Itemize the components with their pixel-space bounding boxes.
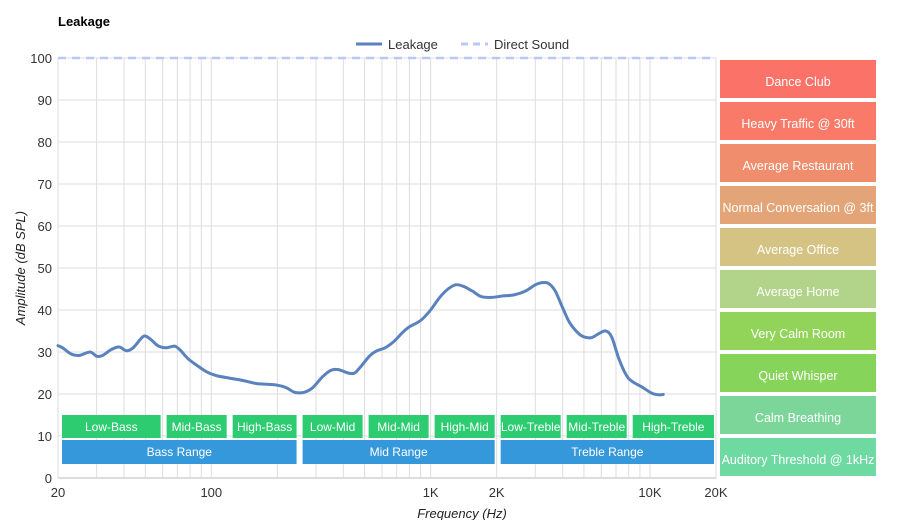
reference-label-heavy-traffic-30ft: Heavy Traffic @ 30ft — [741, 117, 855, 131]
reference-label-normal-conversation-3ft: Normal Conversation @ 3ft — [723, 201, 874, 215]
band-low-treble — [500, 415, 561, 438]
band-mid-mid — [368, 415, 429, 438]
reference-levels: Dance Club Heavy Traffic @ 30ft Average Re… — [720, 60, 876, 476]
reference-label-calm-breathing: Calm Breathing — [755, 411, 841, 425]
y-tick-label: 10 — [38, 429, 52, 444]
reference-label-very-calm-room: Very Calm Room — [751, 327, 845, 341]
x-tick-label: 10K — [638, 485, 661, 500]
y-tick-label: 30 — [38, 345, 52, 360]
reference-normal-conversation-3ft — [720, 186, 876, 224]
band-low-mid — [302, 415, 363, 438]
band-label-mid-treble: Mid-Treble — [568, 420, 625, 434]
band-label-low-mid: Low-Mid — [310, 420, 355, 434]
reference-heavy-traffic-30ft — [720, 102, 876, 140]
band-high-treble — [632, 415, 714, 438]
reference-average-office — [720, 228, 876, 266]
x-tick-label: 100 — [200, 485, 222, 500]
y-tick-label: 70 — [38, 177, 52, 192]
x-tick-label: 1K — [423, 485, 439, 500]
band-low-bass — [62, 415, 161, 438]
reference-label-auditory-threshold-1khz: Auditory Threshold @ 1kHz — [722, 453, 875, 467]
band-label-high-mid: High-Mid — [441, 420, 489, 434]
y-tick-label: 100 — [30, 51, 52, 66]
band-label-high-bass: High-Bass — [237, 420, 292, 434]
reference-calm-breathing — [720, 396, 876, 434]
y-tick-label: 20 — [38, 387, 52, 402]
legend: Leakage Direct Sound — [356, 37, 569, 52]
legend-leakage-label: Leakage — [388, 37, 438, 52]
y-tick-label: 40 — [38, 303, 52, 318]
y-axis-label: Amplitude (dB SPL) — [13, 211, 28, 326]
range-treble-range — [500, 440, 714, 464]
band-mid-bass — [166, 415, 227, 438]
range-label-bass-range: Bass Range — [147, 445, 213, 459]
chart-title: Leakage — [58, 14, 110, 29]
y-axis-ticks: 0 10 20 30 40 50 60 70 80 90 100 — [30, 51, 52, 486]
frequency-bands: Low-Bass Mid-Bass High-Bass Low-Mid Mid-Mid H… — [62, 415, 714, 464]
reference-label-average-restaurant: Average Restaurant — [743, 159, 854, 173]
x-axis-label: Frequency (Hz) — [417, 506, 507, 520]
band-label-mid-bass: Mid-Bass — [172, 420, 222, 434]
y-tick-label: 60 — [38, 219, 52, 234]
reference-quiet-whisper — [720, 354, 876, 392]
reference-very-calm-room — [720, 312, 876, 350]
band-high-bass — [232, 415, 297, 438]
reference-label-quiet-whisper: Quiet Whisper — [758, 369, 837, 383]
range-label-mid-range: Mid Range — [370, 445, 428, 459]
reference-auditory-threshold-1khz — [720, 438, 876, 476]
range-bass-range — [62, 440, 297, 464]
band-high-mid — [434, 415, 495, 438]
range-mid-range — [302, 440, 495, 464]
band-mid-treble — [566, 415, 627, 438]
reference-average-restaurant — [720, 144, 876, 182]
series-layer — [56, 56, 716, 397]
x-tick-label: 20K — [704, 485, 727, 500]
y-tick-label: 90 — [38, 93, 52, 108]
y-tick-label: 50 — [38, 261, 52, 276]
reference-label-average-home: Average Home — [756, 285, 839, 299]
reference-label-average-office: Average Office — [757, 243, 839, 257]
legend-direct-sound-label: Direct Sound — [494, 37, 569, 52]
x-tick-label: 2K — [489, 485, 505, 500]
range-label-treble-range: Treble Range — [571, 445, 644, 459]
reference-label-dance-club: Dance Club — [765, 75, 830, 89]
x-tick-label: 20 — [51, 485, 65, 500]
reference-dance-club — [720, 60, 876, 98]
reference-average-home — [720, 270, 876, 308]
band-label-high-treble: High-Treble — [642, 420, 705, 434]
y-tick-label: 0 — [45, 471, 52, 486]
band-label-low-bass: Low-Bass — [85, 420, 138, 434]
y-tick-label: 80 — [38, 135, 52, 150]
series-leakage — [56, 280, 665, 397]
x-axis-ticks: 20 100 1K 2K 10K 20K — [51, 485, 728, 500]
band-label-low-treble: Low-Treble — [501, 420, 561, 434]
band-label-mid-mid: Mid-Mid — [377, 420, 420, 434]
